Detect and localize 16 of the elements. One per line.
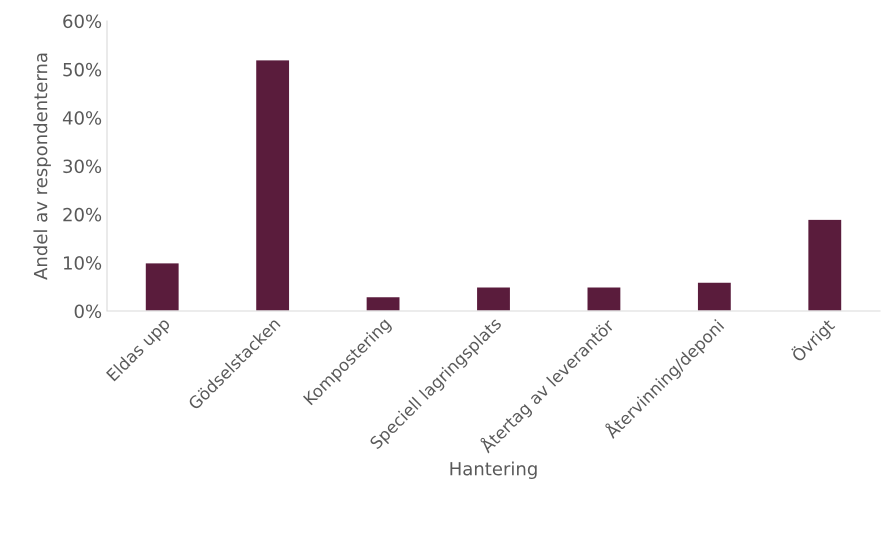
y-tick-label: 20%	[63, 208, 102, 222]
bar	[586, 286, 622, 311]
y-tick-label: 10%	[64, 256, 102, 270]
bar	[696, 281, 732, 311]
x-axis-title: Hantering	[450, 462, 537, 480]
bar	[365, 296, 401, 311]
y-tick-label: 30%	[63, 159, 102, 174]
y-tick-label: 50%	[63, 62, 102, 76]
bar	[144, 262, 180, 311]
y-tick-label: 60%	[63, 14, 102, 28]
y-axis-title: Andel av respondenterna	[33, 54, 51, 280]
y-tick-label: 0%	[74, 304, 102, 318]
bar	[806, 218, 843, 311]
y-tick-label: 40%	[62, 111, 102, 125]
bar	[254, 58, 290, 311]
bar	[476, 286, 512, 311]
